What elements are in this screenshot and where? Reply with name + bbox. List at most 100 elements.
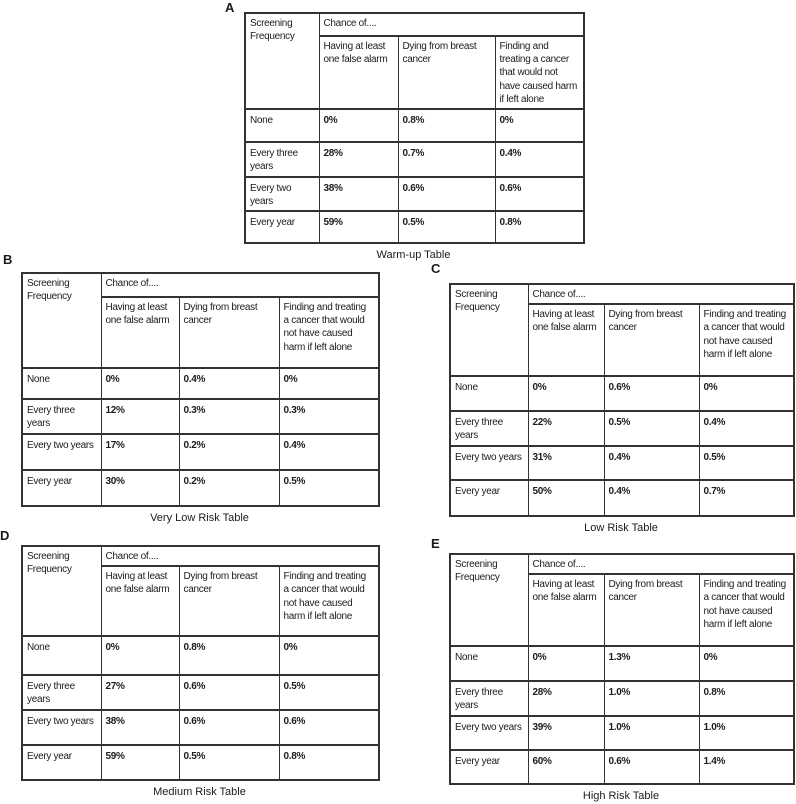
screening-frequency-header: Screening Frequency bbox=[449, 553, 529, 647]
value-cell: 0.8% bbox=[397, 107, 496, 143]
column-header-overtreatment: Finding and treating a cancer that would… bbox=[494, 35, 585, 110]
panel-label: B bbox=[3, 252, 13, 267]
column-header-false-alarm: Having at least one false alarm bbox=[527, 573, 605, 647]
row-label: Every two years bbox=[449, 445, 529, 481]
value-cell: 28% bbox=[318, 140, 399, 178]
screening-frequency-header: Screening Frequency bbox=[244, 12, 320, 110]
panel-label: C bbox=[431, 261, 441, 276]
table-subheader-row: Having at least one false alarm Dying fr… bbox=[245, 35, 585, 110]
row-label: Every three years bbox=[21, 398, 102, 435]
value-cell: 38% bbox=[318, 175, 399, 212]
table-subheader-row: Having at least one false alarm Dying fr… bbox=[22, 565, 380, 637]
row-label: Every two years bbox=[21, 709, 102, 746]
table-subheader-row: Having at least one false alarm Dying fr… bbox=[450, 573, 795, 647]
table-row-none: None 0% 0.4% 0% bbox=[21, 367, 380, 400]
panel-label: D bbox=[0, 528, 10, 543]
chance-of-header: Chance of.... bbox=[527, 553, 795, 575]
column-header-overtreatment: Finding and treating a cancer that would… bbox=[698, 573, 795, 647]
row-label: None bbox=[244, 107, 320, 143]
chance-of-header: Chance of.... bbox=[100, 545, 380, 567]
table-row-every-year: Every year 50% 0.4% 0.7% bbox=[449, 479, 795, 517]
row-label: None bbox=[449, 375, 529, 412]
value-cell: 38% bbox=[100, 709, 180, 746]
value-cell: 0.5% bbox=[278, 674, 380, 711]
value-cell: 0.6% bbox=[178, 674, 280, 711]
value-cell: 0.8% bbox=[278, 744, 380, 781]
column-header-false-alarm: Having at least one false alarm bbox=[318, 35, 399, 110]
table-caption: Low Risk Table bbox=[584, 522, 658, 535]
value-cell: 39% bbox=[527, 715, 605, 751]
table-row-none: None 0% 0.8% 0% bbox=[21, 635, 380, 676]
table-subheader-row: Having at least one false alarm Dying fr… bbox=[22, 296, 380, 369]
table-caption: Very Low Risk Table bbox=[150, 512, 249, 524]
table-caption: High Risk Table bbox=[582, 790, 660, 803]
table-row-every-two-years: Every two years 31% 0.4% 0.5% bbox=[449, 445, 795, 481]
value-cell: 0.8% bbox=[178, 635, 280, 676]
table-header-row: Screening Frequency Chance of.... bbox=[449, 553, 795, 647]
table-row-every-two-years: Every two years 39% 1.0% 1.0% bbox=[449, 715, 795, 751]
row-label: Every three years bbox=[244, 140, 320, 178]
table-caption: Warm-up Table bbox=[376, 249, 451, 262]
value-cell: 0.8% bbox=[698, 680, 795, 717]
value-cell: 0.6% bbox=[278, 709, 380, 746]
value-cell: 0.8% bbox=[494, 210, 585, 244]
row-label: None bbox=[21, 635, 102, 676]
value-cell: 0% bbox=[527, 645, 605, 682]
value-cell: 0.6% bbox=[603, 375, 700, 412]
value-cell: 0.4% bbox=[278, 433, 380, 471]
panel-label: A bbox=[225, 0, 235, 15]
value-cell: 50% bbox=[527, 479, 605, 517]
value-cell: 1.3% bbox=[603, 645, 700, 682]
table-subheader-row: Having at least one false alarm Dying fr… bbox=[450, 303, 795, 377]
value-cell: 0.5% bbox=[397, 210, 496, 244]
table-row-every-three-years: Every three years 12% 0.3% 0.3% bbox=[21, 398, 380, 435]
column-header-dying-breast-cancer: Dying from breast cancer bbox=[178, 296, 280, 369]
value-cell: 1.0% bbox=[603, 680, 700, 717]
panel-label: E bbox=[431, 536, 440, 551]
row-label: Every year bbox=[21, 469, 102, 507]
column-header-false-alarm: Having at least one false alarm bbox=[100, 296, 180, 369]
screening-risk-table: Screening Frequency Chance of.... Having… bbox=[21, 545, 380, 782]
row-label: Every year bbox=[449, 749, 529, 785]
row-label: Every two years bbox=[21, 433, 102, 471]
table-row-every-year: Every year 59% 0.5% 0.8% bbox=[21, 744, 380, 781]
value-cell: 0% bbox=[318, 107, 399, 143]
value-cell: 59% bbox=[100, 744, 180, 781]
column-header-overtreatment: Finding and treating a cancer that would… bbox=[278, 296, 380, 369]
column-header-overtreatment: Finding and treating a cancer that would… bbox=[698, 303, 795, 377]
table-header-row: Screening Frequency Chance of.... bbox=[449, 283, 795, 377]
figure-panel: B Screening Frequency Chance of.... Havi… bbox=[3, 252, 380, 524]
table-header-row: Screening Frequency Chance of.... bbox=[21, 272, 380, 369]
value-cell: 0.7% bbox=[698, 479, 795, 517]
table-header-row: Screening Frequency Chance of.... bbox=[244, 12, 585, 110]
table-row-every-year: Every year 60% 0.6% 1.4% bbox=[449, 749, 795, 785]
screening-frequency-header: Screening Frequency bbox=[449, 283, 529, 377]
value-cell: 0.7% bbox=[397, 140, 496, 178]
row-label: Every three years bbox=[449, 680, 529, 717]
row-label: Every year bbox=[449, 479, 529, 517]
value-cell: 12% bbox=[100, 398, 180, 435]
column-header-overtreatment: Finding and treating a cancer that would… bbox=[278, 565, 380, 637]
value-cell: 1.0% bbox=[698, 715, 795, 751]
value-cell: 28% bbox=[527, 680, 605, 717]
value-cell: 0.5% bbox=[178, 744, 280, 781]
table-row-none: None 0% 0.6% 0% bbox=[449, 375, 795, 412]
table-row-every-three-years: Every three years 27% 0.6% 0.5% bbox=[21, 674, 380, 711]
value-cell: 0.5% bbox=[603, 410, 700, 447]
row-label: Every three years bbox=[449, 410, 529, 447]
table-row-none: None 0% 1.3% 0% bbox=[449, 645, 795, 682]
value-cell: 0.2% bbox=[178, 433, 280, 471]
value-cell: 17% bbox=[100, 433, 180, 471]
chance-of-header: Chance of.... bbox=[527, 283, 795, 305]
row-label: None bbox=[21, 367, 102, 400]
value-cell: 0.3% bbox=[178, 398, 280, 435]
value-cell: 0.5% bbox=[698, 445, 795, 481]
value-cell: 22% bbox=[527, 410, 605, 447]
value-cell: 0.5% bbox=[278, 469, 380, 507]
value-cell: 30% bbox=[100, 469, 180, 507]
row-label: Every year bbox=[244, 210, 320, 244]
value-cell: 0.6% bbox=[397, 175, 496, 212]
table-row-every-two-years: Every two years 17% 0.2% 0.4% bbox=[21, 433, 380, 471]
column-header-dying-breast-cancer: Dying from breast cancer bbox=[178, 565, 280, 637]
